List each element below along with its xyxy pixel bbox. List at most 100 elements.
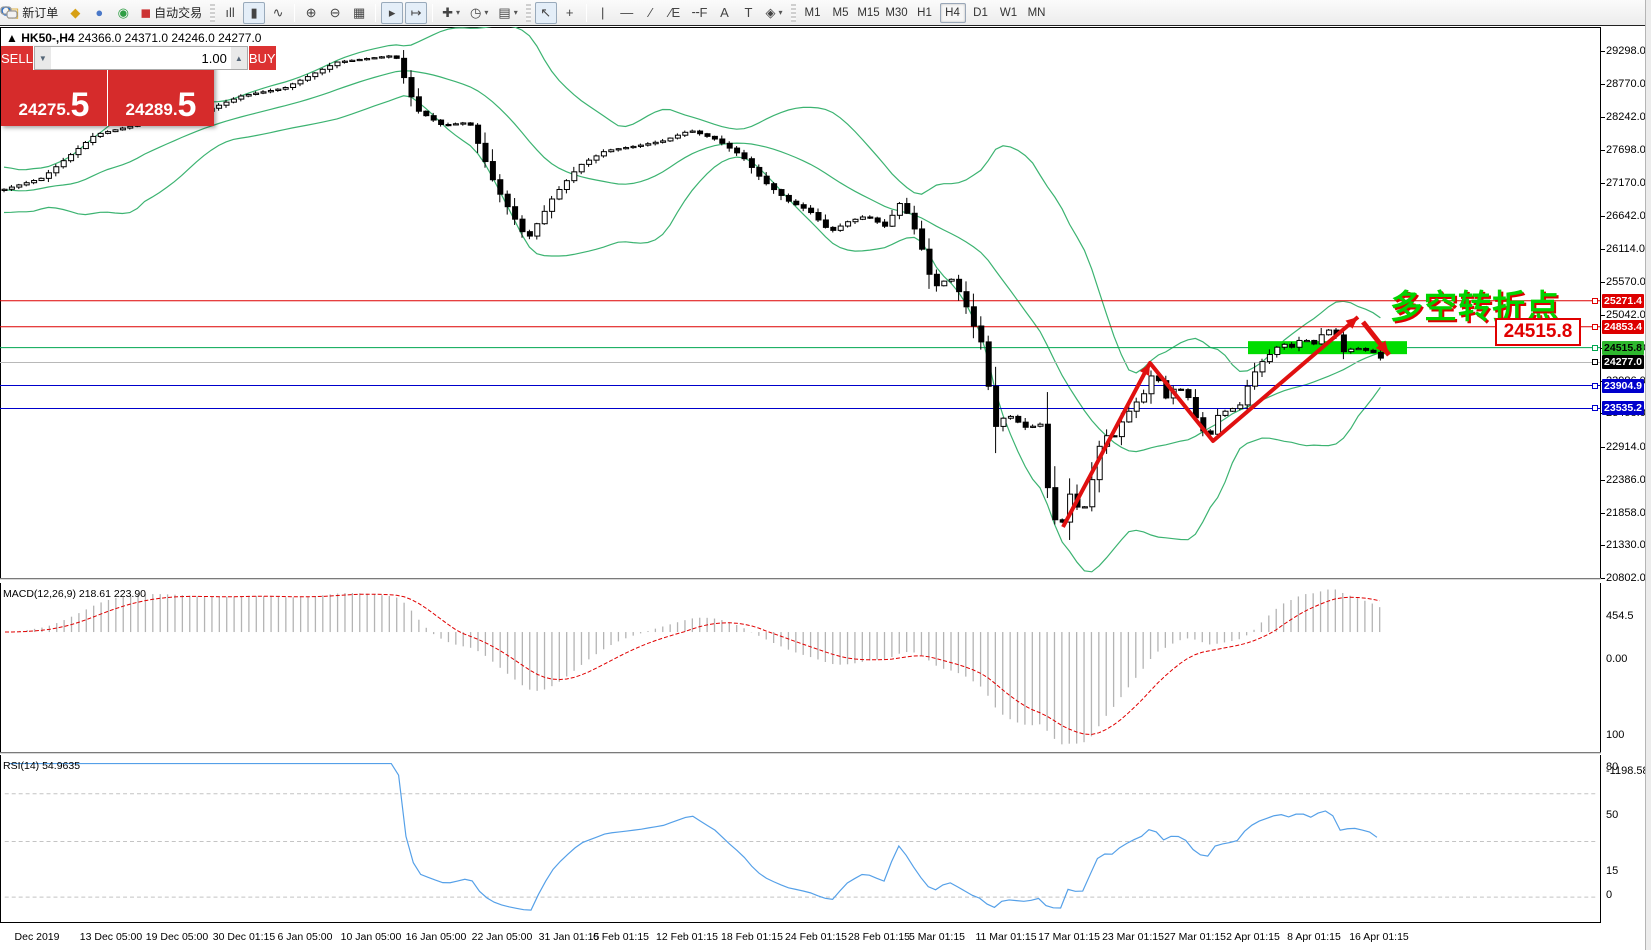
price-tick-label: 20802.0 bbox=[1606, 572, 1646, 585]
sell-button[interactable]: SELL bbox=[1, 46, 34, 70]
timeframe-d1[interactable]: D1 bbox=[973, 6, 988, 19]
metaeditor-icon[interactable]: ◆ bbox=[64, 2, 86, 24]
time-tick-label: 10 Jan 05:00 bbox=[340, 931, 402, 943]
price-tick-dash bbox=[1601, 51, 1605, 52]
indicators-button-dropdown-arrow[interactable]: ▾ bbox=[456, 8, 461, 17]
price-tick-dash bbox=[1601, 116, 1605, 118]
time-tick-label: 18 Feb 01:15 bbox=[721, 931, 783, 943]
buy-price-display[interactable]: 24289 . 5 bbox=[108, 70, 214, 126]
main-chart-canvas[interactable] bbox=[0, 27, 1601, 580]
indicators-button[interactable]: ✚ ▾ bbox=[438, 2, 464, 24]
search-icon[interactable] bbox=[1, 2, 1618, 24]
level-price-label: 23904.9 bbox=[1602, 378, 1644, 393]
autotrading-button[interactable]: ◼ 自动交易 bbox=[136, 2, 206, 24]
line-chart-button[interactable]: ∿ bbox=[267, 2, 289, 24]
price-callout-box[interactable]: 24515.8 bbox=[1495, 318, 1581, 346]
timeframe-m1[interactable]: M1 bbox=[804, 6, 821, 19]
price-tick-label: 26114.0 bbox=[1606, 242, 1645, 255]
templates-button-glyph: ▤ bbox=[498, 4, 511, 20]
volume-decrement-spinner[interactable]: ▼ bbox=[34, 47, 51, 69]
crosshair-button[interactable]: + bbox=[559, 2, 581, 24]
indicators-button-glyph: ✚ bbox=[442, 4, 454, 20]
rsi-pane-separator[interactable] bbox=[0, 752, 1601, 755]
timeframe-w1[interactable]: W1 bbox=[999, 6, 1018, 19]
level-price-label: 24515.8 bbox=[1602, 340, 1644, 355]
sell-price-display[interactable]: 24275 . 5 bbox=[1, 70, 107, 126]
level-price-label: 23535.2 bbox=[1602, 401, 1644, 416]
text-button[interactable]: A bbox=[714, 2, 736, 24]
text-label-button-glyph: T bbox=[744, 5, 753, 20]
templates-button[interactable]: ▤ ▾ bbox=[494, 2, 521, 24]
timeframe-m15[interactable]: M15 bbox=[857, 6, 880, 19]
zigzag-arrowhead bbox=[1345, 317, 1358, 329]
volume-increment-spinner[interactable]: ▲ bbox=[230, 47, 247, 69]
crosshair-button-glyph: + bbox=[565, 5, 574, 20]
zoom-out-button-glyph: ⊖ bbox=[329, 4, 341, 20]
auto-scroll-button[interactable]: ▸ bbox=[381, 1, 404, 24]
time-tick-label: 11 Mar 01:15 bbox=[975, 931, 1037, 943]
price-tick-label: 22386.0 bbox=[1606, 473, 1646, 486]
buy-price-frac: 5 bbox=[177, 86, 197, 124]
metaeditor-icon-glyph: ◆ bbox=[70, 4, 81, 20]
rsi-tick-label: 50 bbox=[1606, 809, 1619, 821]
macd-pane-separator[interactable] bbox=[0, 578, 1601, 581]
time-tick-label: 5 Mar 01:15 bbox=[908, 931, 966, 943]
highlight-band[interactable] bbox=[1248, 341, 1407, 355]
fibonacci-button[interactable]: ╌F bbox=[688, 2, 712, 24]
tile-windows-button[interactable]: ▦ bbox=[348, 2, 370, 24]
timeframe-m5[interactable]: M5 bbox=[832, 6, 849, 19]
time-tick-label: 22 Jan 05:00 bbox=[471, 931, 533, 943]
level-marker-square bbox=[1592, 359, 1598, 366]
candlestick-chart-button[interactable]: ▮ bbox=[243, 1, 266, 24]
signals-icon[interactable]: ◉ bbox=[112, 2, 134, 24]
volume-input[interactable] bbox=[50, 47, 231, 69]
equidistant-channel-button[interactable]: ∕E bbox=[664, 2, 686, 24]
ohlc-values: 24366.0 24371.0 24246.0 24277.0 bbox=[77, 31, 262, 45]
zoom-out-button[interactable]: ⊖ bbox=[324, 2, 346, 24]
text-button-glyph: A bbox=[720, 5, 729, 20]
timeframe-m30[interactable]: M30 bbox=[885, 6, 908, 19]
templates-button-dropdown-arrow[interactable]: ▾ bbox=[513, 8, 518, 17]
autotrading-button-label: 自动交易 bbox=[154, 6, 203, 20]
zigzag-line[interactable] bbox=[1061, 315, 1360, 528]
arrows-button[interactable]: ◈ ▾ bbox=[762, 2, 787, 24]
cursor-button[interactable]: ↖ bbox=[534, 1, 557, 24]
collapse-panel-icon[interactable]: ▲ bbox=[6, 31, 18, 45]
timeframe-h1[interactable]: H1 bbox=[917, 6, 932, 19]
level-marker-square bbox=[1592, 344, 1598, 351]
price-tick-dash bbox=[1601, 447, 1605, 449]
macd-pane-canvas[interactable] bbox=[0, 583, 1601, 752]
arrows-button-dropdown-arrow[interactable]: ▾ bbox=[778, 8, 783, 17]
text-label-button[interactable]: T bbox=[738, 2, 760, 24]
time-tick-label: 27 Mar 01:15 bbox=[1164, 931, 1226, 943]
periods-button[interactable]: ◷ ▾ bbox=[466, 2, 492, 24]
time-tick-label: 30 Dec 01:15 bbox=[212, 931, 276, 943]
rsi-pane-canvas[interactable] bbox=[0, 755, 1601, 923]
horizontal-line-button[interactable]: — bbox=[616, 2, 638, 24]
toolbar-grip bbox=[525, 3, 531, 22]
price-tick-label: 27170.0 bbox=[1606, 177, 1646, 189]
sell-price-point: . bbox=[65, 100, 71, 119]
zoom-in-button[interactable]: ⊕ bbox=[300, 2, 322, 24]
community-icon[interactable]: ● bbox=[88, 2, 110, 24]
timeframe-mn[interactable]: MN bbox=[1027, 6, 1046, 19]
chart-shift-button[interactable]: ↦ bbox=[405, 1, 428, 24]
trendline-button[interactable]: ∕ bbox=[640, 2, 662, 24]
auto-scroll-button-glyph: ▸ bbox=[388, 4, 396, 20]
price-tick-dash bbox=[1601, 512, 1605, 514]
periods-button-dropdown-arrow[interactable]: ▾ bbox=[484, 8, 489, 17]
level-marker-square bbox=[1592, 323, 1598, 330]
zigzag-annotation bbox=[1061, 315, 1391, 528]
time-tick-label: 6 Feb 01:15 bbox=[592, 931, 650, 943]
price-tick-dash bbox=[1601, 282, 1605, 284]
time-tick-label: 23 Mar 01:15 bbox=[1102, 931, 1164, 943]
buy-button[interactable]: BUY bbox=[247, 46, 276, 70]
time-tick-label: 16 Jan 05:00 bbox=[405, 931, 467, 943]
time-tick-label: 19 Dec 05:00 bbox=[145, 931, 209, 943]
chat-icon[interactable] bbox=[0, 2, 1642, 24]
toolbar: ▣新订单◆●◉◼自动交易ıll▮∿⊕⊖▦▸↦✚▾◷▾▤▾↖+|—∕∕E╌FAT◈… bbox=[0, 0, 1651, 26]
candlestick-chart-button-glyph: ▮ bbox=[250, 4, 258, 20]
timeframe-h4[interactable]: H4 bbox=[939, 2, 966, 23]
bar-chart-button[interactable]: ıll bbox=[219, 2, 241, 24]
vertical-line-button[interactable]: | bbox=[592, 2, 614, 24]
